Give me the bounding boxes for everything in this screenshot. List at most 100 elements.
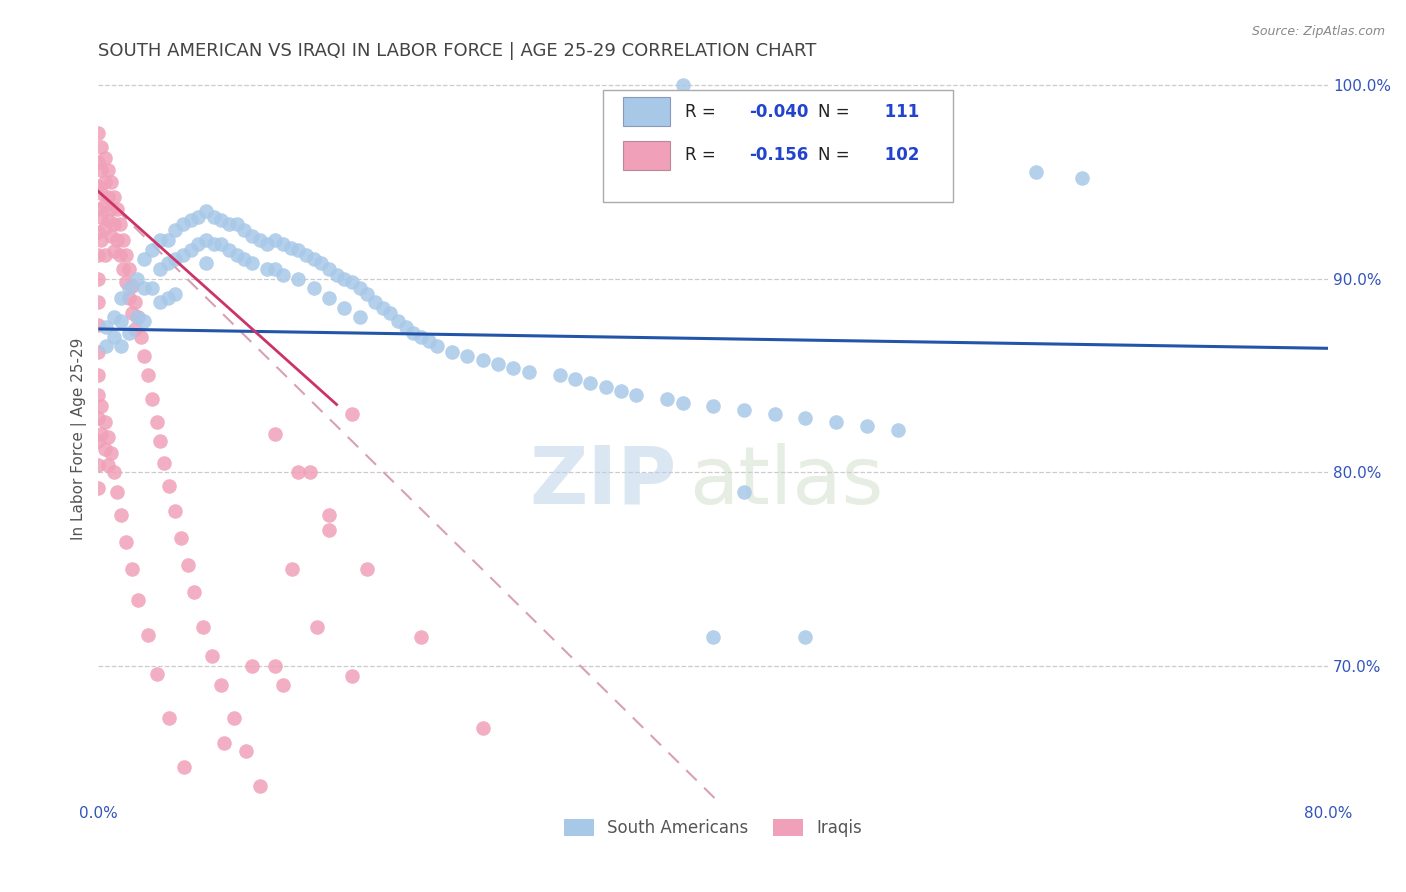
Text: -0.156: -0.156	[749, 146, 808, 164]
Point	[626, 388, 648, 402]
Point	[218, 218, 240, 232]
Point	[136, 628, 159, 642]
Point	[157, 711, 180, 725]
Point	[149, 233, 172, 247]
Point	[141, 392, 163, 406]
Point	[191, 814, 214, 828]
Point	[471, 721, 494, 735]
Point	[172, 218, 194, 232]
Point	[87, 155, 110, 169]
Point	[90, 140, 112, 154]
Point	[141, 281, 163, 295]
Point	[134, 349, 156, 363]
Point	[90, 186, 112, 201]
Point	[418, 334, 440, 348]
Point	[333, 301, 356, 315]
Point	[271, 678, 294, 692]
Point	[240, 256, 263, 270]
Point	[125, 310, 148, 325]
Point	[87, 388, 110, 402]
Point	[90, 163, 112, 178]
Point	[131, 329, 153, 343]
Point	[100, 202, 122, 216]
Point	[87, 411, 110, 425]
Point	[111, 261, 134, 276]
Point	[794, 411, 817, 425]
Point	[579, 376, 602, 391]
Y-axis label: In Labor Force | Age 25-29: In Labor Force | Age 25-29	[72, 337, 87, 540]
Point	[97, 213, 120, 227]
Point	[176, 558, 198, 573]
Point	[264, 261, 287, 276]
Point	[103, 244, 125, 259]
Point	[87, 202, 110, 216]
Point	[794, 630, 817, 644]
Point	[702, 400, 724, 414]
Point	[93, 198, 115, 212]
Point	[90, 426, 112, 441]
Point	[94, 339, 117, 353]
Point	[115, 535, 138, 549]
Point	[349, 310, 371, 325]
Point	[610, 384, 633, 398]
Point	[149, 294, 172, 309]
Point	[156, 256, 179, 270]
Point	[256, 261, 278, 276]
Point	[165, 223, 187, 237]
Point	[209, 213, 232, 227]
Point	[183, 585, 205, 599]
Point	[110, 508, 132, 522]
Point	[340, 668, 363, 682]
Point	[110, 291, 132, 305]
Point	[287, 465, 309, 479]
Point	[264, 659, 287, 673]
Point	[93, 442, 115, 456]
Text: N =: N =	[818, 146, 855, 164]
Point	[149, 261, 172, 276]
Point	[87, 178, 110, 193]
Point	[271, 268, 294, 282]
Point	[309, 256, 332, 270]
Point	[794, 155, 817, 169]
Point	[87, 225, 110, 239]
Point	[240, 229, 263, 244]
Point	[264, 233, 287, 247]
FancyBboxPatch shape	[623, 97, 671, 126]
Point	[145, 415, 167, 429]
Point	[325, 268, 347, 282]
Point	[170, 531, 193, 545]
Point	[318, 524, 340, 538]
Point	[90, 400, 112, 414]
Point	[201, 649, 224, 664]
Point	[103, 310, 125, 325]
Point	[287, 271, 309, 285]
Point	[97, 190, 120, 204]
Point	[194, 203, 217, 218]
Point	[134, 281, 156, 295]
Point	[340, 407, 363, 421]
Point	[100, 229, 122, 244]
Point	[225, 218, 247, 232]
Point	[118, 291, 141, 305]
Point	[425, 339, 447, 353]
Point	[90, 233, 112, 247]
Point	[281, 562, 304, 576]
Point	[387, 314, 409, 328]
Text: ZIP: ZIP	[529, 443, 676, 521]
Point	[87, 126, 110, 140]
Point	[333, 271, 356, 285]
Point	[87, 458, 110, 472]
Point	[194, 233, 217, 247]
Point	[110, 314, 132, 328]
Point	[202, 210, 225, 224]
Point	[702, 155, 724, 169]
Point	[349, 281, 371, 295]
Text: 102: 102	[879, 146, 920, 164]
Point	[302, 281, 325, 295]
Point	[440, 345, 463, 359]
Point	[121, 306, 143, 320]
Point	[402, 326, 425, 340]
Point	[156, 233, 179, 247]
Point	[218, 243, 240, 257]
Point	[318, 508, 340, 522]
